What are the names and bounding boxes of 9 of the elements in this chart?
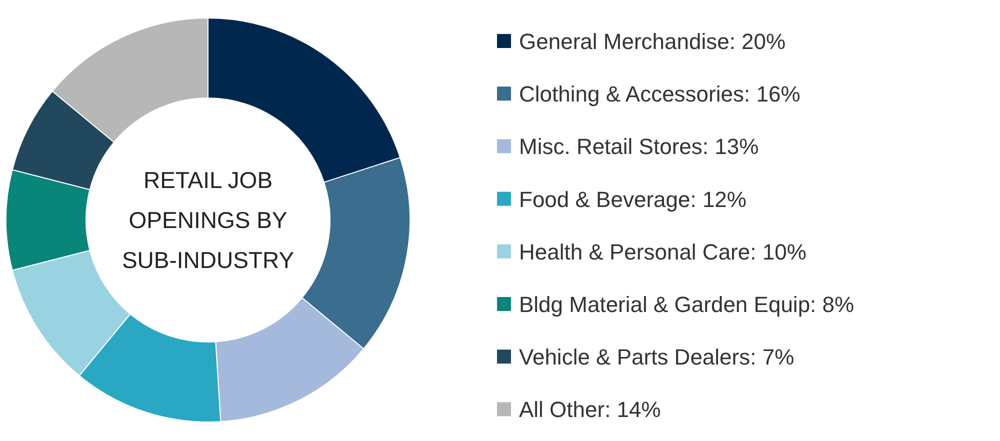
legend-label: Bldg Material & Garden Equip: 8% xyxy=(519,292,854,317)
legend-label: General Merchandise: 20% xyxy=(519,29,786,54)
legend-label: Misc. Retail Stores: 13% xyxy=(519,134,759,160)
text: RETAIL JOB OPENINGS BY SUB-INDUSTRY xyxy=(122,167,294,273)
legend-label: Clothing & Accessories: 16% xyxy=(519,82,800,107)
legend-label: Food & Beverage: 12% xyxy=(519,186,746,212)
legend-label: All Other: 14% xyxy=(519,397,661,422)
legend-label: Vehicle & Parts Dealers: 7% xyxy=(519,344,794,370)
legend-label: Health & Personal Care: 10% xyxy=(519,239,806,264)
